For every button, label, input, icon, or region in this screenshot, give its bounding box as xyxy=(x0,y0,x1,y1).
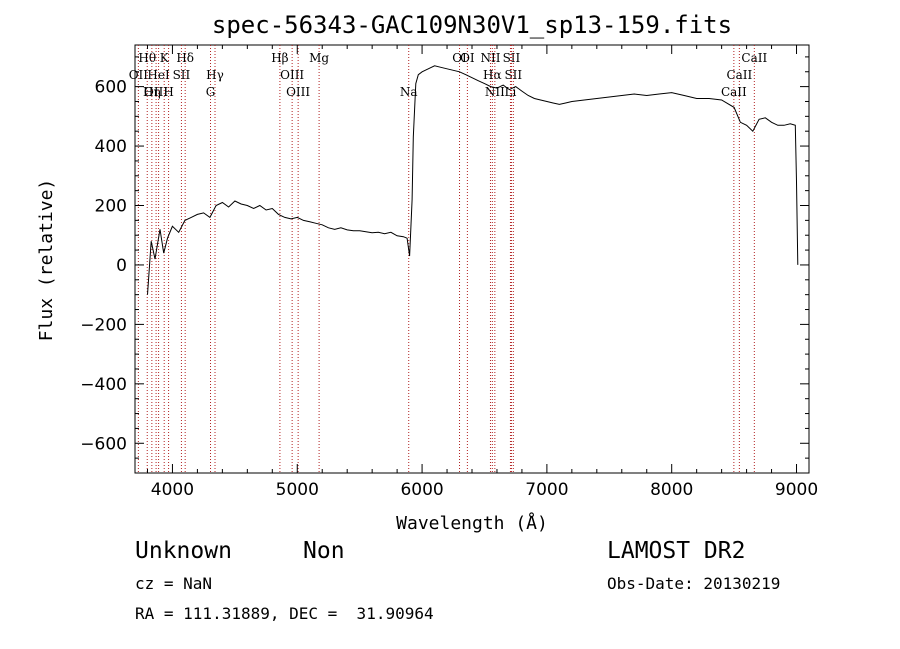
line-label: OII xyxy=(129,68,149,82)
x-tick-label: 5000 xyxy=(276,480,319,500)
y-tick-label: −200 xyxy=(80,315,127,335)
redshift-cz: cz = NaN xyxy=(135,574,213,593)
line-label: K xyxy=(160,51,170,65)
chart-title: spec-56343-GAC109N30V1_sp13-159.fits xyxy=(212,11,732,39)
y-tick-label: 400 xyxy=(95,137,127,157)
line-label: OIII xyxy=(280,68,304,82)
line-label: Mg xyxy=(309,51,329,65)
y-tick-label: 0 xyxy=(116,256,127,276)
line-label: CaII xyxy=(726,68,752,82)
line-label: G xyxy=(206,85,216,99)
object-subclass: Non xyxy=(303,538,345,564)
line-label: SII xyxy=(504,68,522,82)
x-tick-label: 9000 xyxy=(775,480,818,500)
line-label: OI xyxy=(460,51,475,65)
survey-name: LAMOST DR2 xyxy=(607,538,746,564)
y-tick-label: −600 xyxy=(80,434,127,454)
line-label: Na xyxy=(400,85,418,99)
line-label: Li xyxy=(505,85,517,99)
x-tick-label: 6000 xyxy=(400,480,443,500)
y-tick-label: −400 xyxy=(80,375,127,395)
line-label: Hγ xyxy=(206,68,224,82)
plot-area xyxy=(134,44,810,474)
line-label: OI xyxy=(452,51,467,65)
line-label: OIII xyxy=(144,85,168,99)
x-tick-label: 7000 xyxy=(525,480,568,500)
line-label: Hη xyxy=(143,85,161,99)
spectrum-line xyxy=(147,65,799,295)
y-tick-label: 600 xyxy=(95,78,127,98)
line-label: CaII xyxy=(721,85,747,99)
line-label: NII xyxy=(485,85,505,99)
axes: 4000 5000 6000 7000 8000 9000 −600 −400 −200 0 200… xyxy=(80,45,818,500)
line-label: H xyxy=(163,85,173,99)
line-label: HeI xyxy=(147,68,170,82)
line-label: SII xyxy=(173,68,191,82)
spectrum-series xyxy=(147,65,799,295)
line-label: OIII xyxy=(286,85,310,99)
line-label: Hθ xyxy=(138,51,156,65)
line-label: CaII xyxy=(741,51,767,65)
line-label: Hα xyxy=(483,68,502,82)
object-class: Unknown xyxy=(135,538,232,564)
plot-frame xyxy=(134,44,810,474)
line-label: Hβ xyxy=(271,51,288,65)
x-tick-label: 4000 xyxy=(151,480,194,500)
line-label: Hδ xyxy=(176,51,194,65)
line-label: NII xyxy=(480,51,500,65)
line-label: SII xyxy=(503,51,521,65)
x-tick-label: 8000 xyxy=(650,480,693,500)
x-axis-label: Wavelength (Å) xyxy=(396,512,548,534)
y-axis-label: Flux (relative) xyxy=(36,179,57,342)
observation-date: Obs-Date: 20130219 xyxy=(607,574,781,593)
coordinates: RA = 111.31889, DEC = 31.90964 xyxy=(135,604,434,623)
y-tick-label: 200 xyxy=(95,197,127,217)
